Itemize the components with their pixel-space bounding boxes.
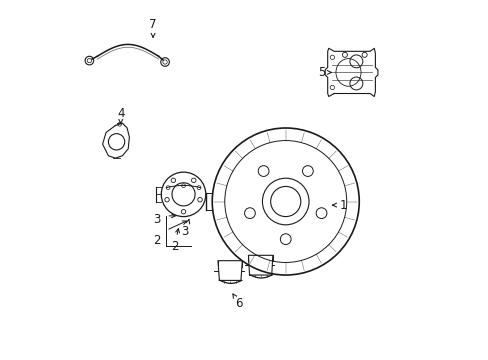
Text: 3: 3 — [153, 213, 161, 226]
Text: 7: 7 — [149, 18, 157, 37]
Text: 4: 4 — [117, 107, 124, 123]
Text: 1: 1 — [332, 199, 346, 212]
Text: 2: 2 — [153, 234, 161, 247]
Text: 6: 6 — [232, 294, 243, 310]
Text: 5: 5 — [317, 66, 331, 79]
Text: 2: 2 — [170, 229, 179, 253]
Text: 3: 3 — [181, 220, 189, 238]
